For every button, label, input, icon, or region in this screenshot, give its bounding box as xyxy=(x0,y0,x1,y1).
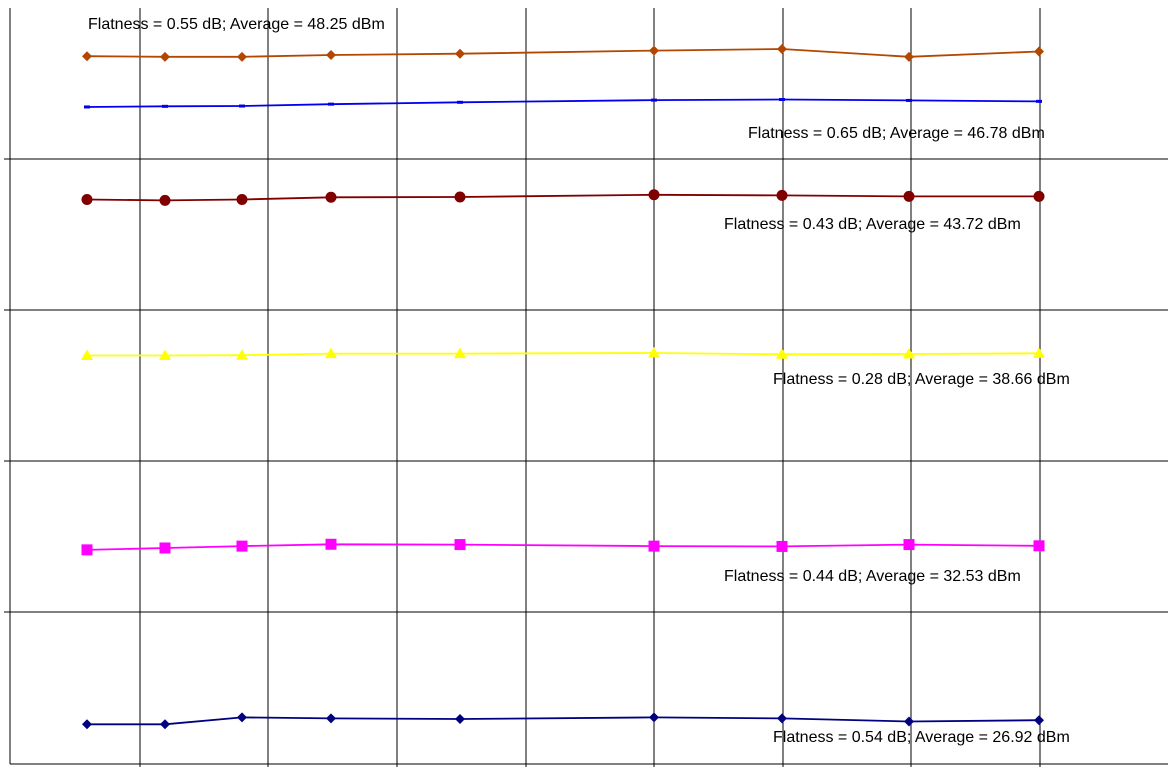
series-4-point-5 xyxy=(454,347,466,359)
series-6-point-2 xyxy=(160,719,170,730)
series-3-point-9 xyxy=(1033,190,1045,202)
series-2-point-2 xyxy=(162,104,168,108)
series-4-point-8 xyxy=(903,347,915,359)
series-3-line xyxy=(86,193,1039,202)
series-6-point-8 xyxy=(904,716,914,727)
series-5-point-4 xyxy=(325,538,337,550)
series-2-point-8 xyxy=(906,98,912,102)
series-2-point-9 xyxy=(1036,99,1042,103)
series-1-point-8 xyxy=(904,51,914,62)
annotation-label-1: Flatness = 0.55 dB; Average = 48.25 dBm xyxy=(88,16,385,33)
series-1-point-3 xyxy=(237,51,247,62)
series-layer xyxy=(81,44,1045,730)
series-4 xyxy=(81,347,1045,361)
series-4-point-7 xyxy=(776,348,788,359)
series-6-point-1 xyxy=(82,719,92,730)
series-6-point-9 xyxy=(1034,715,1044,726)
series-5-point-9 xyxy=(1033,540,1045,552)
series-3-point-8 xyxy=(903,190,915,202)
series-3-point-6 xyxy=(648,189,660,201)
series-1-point-5 xyxy=(455,48,465,59)
series-6-point-4 xyxy=(326,713,336,724)
series-6-line xyxy=(87,716,1040,726)
series-2 xyxy=(84,97,1042,109)
series-6 xyxy=(82,712,1044,730)
annotation-label-4: Flatness = 0.28 dB; Average = 38.66 dBm xyxy=(773,371,1070,388)
series-3-point-1 xyxy=(81,193,93,205)
series-4-point-1 xyxy=(81,349,93,361)
series-2-point-4 xyxy=(328,102,334,106)
series-2-point-1 xyxy=(84,105,90,109)
series-2-point-5 xyxy=(457,100,463,104)
series-3-point-7 xyxy=(776,189,788,201)
series-1-point-7 xyxy=(777,44,787,55)
series-2-line xyxy=(86,98,1040,108)
series-1-point-4 xyxy=(326,49,336,60)
series-5-point-5 xyxy=(454,539,466,551)
series-1-point-6 xyxy=(649,45,659,56)
series-2-point-6 xyxy=(651,98,657,102)
annotation-label-2: Flatness = 0.65 dB; Average = 46.78 dBm xyxy=(748,125,1045,142)
series-5 xyxy=(81,538,1045,556)
series-6-point-6 xyxy=(649,712,659,723)
series-4-point-9 xyxy=(1033,347,1045,358)
series-1-point-1 xyxy=(82,51,92,62)
series-3-point-4 xyxy=(325,191,337,203)
series-6-point-3 xyxy=(237,712,247,723)
series-4-point-2 xyxy=(159,349,171,361)
series-1-point-2 xyxy=(160,51,170,62)
series-3-point-2 xyxy=(159,194,171,206)
series-4-point-6 xyxy=(648,347,660,358)
series-2-point-7 xyxy=(779,97,785,101)
series-1-line xyxy=(86,48,1040,58)
series-3-point-3 xyxy=(236,193,248,205)
series-2-point-3 xyxy=(239,104,245,108)
series-5-point-6 xyxy=(648,540,660,552)
series-4-point-3 xyxy=(236,349,248,360)
annotation-label-6: Flatness = 0.54 dB; Average = 26.92 dBm xyxy=(773,729,1070,746)
label-layer: Flatness = 0.55 dB; Average = 48.25 dBm … xyxy=(88,16,1070,746)
grid-layer xyxy=(4,8,1168,768)
series-1 xyxy=(82,44,1044,62)
annotation-label-5: Flatness = 0.44 dB; Average = 32.53 dBm xyxy=(724,568,1021,585)
series-6-point-7 xyxy=(777,713,787,724)
series-5-point-1 xyxy=(81,544,93,556)
series-4-line xyxy=(87,352,1040,357)
series-5-point-8 xyxy=(903,539,915,551)
series-5-point-2 xyxy=(159,542,171,554)
series-1-point-9 xyxy=(1034,46,1044,57)
series-3 xyxy=(81,189,1045,206)
series-6-point-5 xyxy=(455,713,465,724)
series-5-line xyxy=(86,543,1040,551)
series-5-point-7 xyxy=(776,540,788,552)
series-3-point-5 xyxy=(454,191,466,203)
annotation-label-3: Flatness = 0.43 dB; Average = 43.72 dBm xyxy=(724,216,1021,233)
series-5-point-3 xyxy=(236,540,248,552)
series-4-point-4 xyxy=(325,347,337,359)
